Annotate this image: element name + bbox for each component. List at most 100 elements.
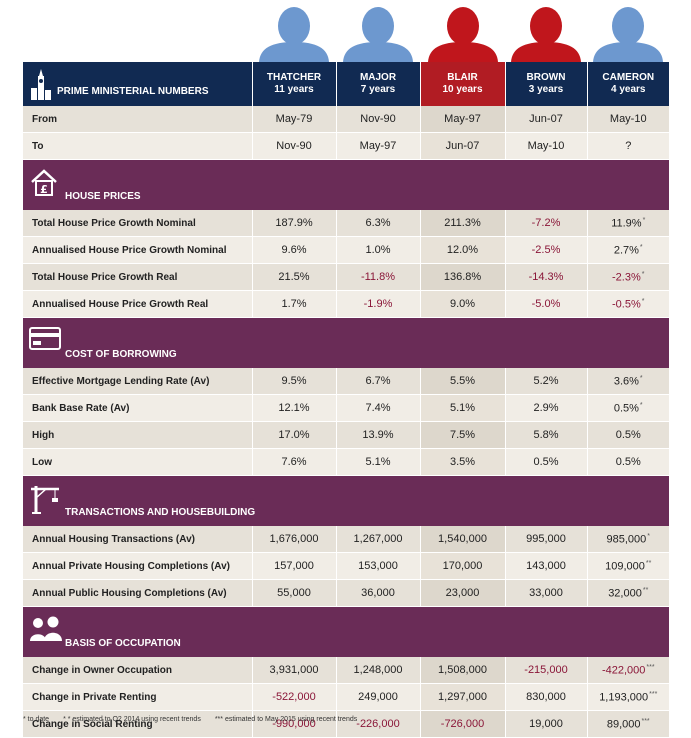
cell-value: 89,000 bbox=[606, 718, 641, 731]
cell-value: 36,000 bbox=[361, 587, 395, 599]
value-cell: 12.1% bbox=[251, 394, 336, 422]
value-cell: 157,000 bbox=[251, 552, 336, 580]
pm-table: PRIME MINISTERIAL NUMBERS THATCHER 11 year… bbox=[23, 62, 669, 738]
credit-card-icon bbox=[29, 326, 61, 355]
cell-value: 0.5% bbox=[533, 456, 559, 468]
cell-value: 249,000 bbox=[358, 691, 398, 703]
value-cell: May-79 bbox=[251, 106, 336, 133]
value-cell: 1,676,000 bbox=[251, 526, 336, 553]
cell-value: 109,000 bbox=[605, 560, 645, 573]
cell-value: 2.9% bbox=[533, 402, 559, 414]
pm-avatars bbox=[0, 0, 691, 62]
avatar-cameron bbox=[593, 7, 663, 62]
value-cell: 5.1% bbox=[335, 448, 420, 476]
footnote-marker: * bbox=[642, 216, 646, 224]
svg-text:£: £ bbox=[40, 183, 48, 196]
value-cell: 6.7% bbox=[335, 368, 420, 395]
value-cell: 136.8% bbox=[419, 263, 505, 291]
cell-value: 3.6% bbox=[613, 375, 639, 388]
value-cell: 11.9%* bbox=[586, 210, 669, 237]
header-title-cell: PRIME MINISTERIAL NUMBERS bbox=[23, 62, 252, 106]
cell-value: 13.9% bbox=[362, 429, 394, 441]
value-cell: 2.7%* bbox=[586, 236, 669, 264]
cell-value: -7.2% bbox=[531, 217, 561, 229]
table-title: PRIME MINISTERIAL NUMBERS bbox=[57, 86, 209, 97]
cell-value: 55,000 bbox=[277, 587, 311, 599]
value-cell: 12.0% bbox=[419, 236, 505, 264]
footnote-marker: ** bbox=[645, 559, 652, 567]
value-cell: Jun-07 bbox=[419, 132, 505, 160]
cell-value: 9.0% bbox=[449, 298, 476, 310]
value-cell: 9.6% bbox=[251, 236, 336, 264]
avatar-brown bbox=[511, 7, 581, 62]
row-label: Annual Private Housing Completions (Av) bbox=[23, 552, 252, 580]
row-label: Total House Price Growth Real bbox=[23, 263, 252, 291]
value-cell: May-10 bbox=[586, 106, 669, 133]
value-cell: -11.8% bbox=[335, 263, 420, 291]
value-cell: -14.3% bbox=[504, 263, 587, 291]
footnote-marker: * bbox=[639, 374, 643, 382]
table-row: Change in Social Renting -990,000 -226,000… bbox=[23, 710, 669, 738]
value-cell: 0.5% bbox=[586, 421, 669, 449]
value-cell: 1,193,000*** bbox=[586, 683, 669, 711]
cell-value: 995,000 bbox=[526, 533, 566, 545]
table-row: Total House Price Growth Real 21.5% -11.8%… bbox=[23, 263, 669, 291]
cell-value: 2.7% bbox=[613, 244, 639, 257]
pm-name: BROWN bbox=[526, 72, 566, 83]
cell-value: 5.2% bbox=[533, 375, 559, 387]
cell-value: 19,000 bbox=[529, 718, 563, 730]
avatar-major bbox=[343, 7, 413, 62]
cell-value: 17.0% bbox=[278, 429, 310, 441]
value-cell: Nov-90 bbox=[251, 132, 336, 160]
cell-value: -1.9% bbox=[363, 298, 393, 310]
value-cell: Nov-90 bbox=[335, 106, 420, 133]
value-cell: 7.5% bbox=[419, 421, 505, 449]
row-label: Change in Social Renting bbox=[23, 710, 252, 738]
value-cell: -1.9% bbox=[335, 290, 420, 318]
pm-header-brown: BROWN 3 years bbox=[504, 62, 587, 106]
value-cell: -522,000 bbox=[251, 683, 336, 711]
section-title: COST OF BORROWING bbox=[65, 349, 177, 360]
section-header: COST OF BORROWING bbox=[23, 317, 669, 368]
cell-value: -226,000 bbox=[356, 718, 400, 730]
table-row: Change in Owner Occupation 3,931,000 1,248… bbox=[23, 657, 669, 684]
section-title: TRANSACTIONS AND HOUSEBUILDING bbox=[65, 507, 256, 518]
cell-value: -11.8% bbox=[360, 271, 396, 283]
cell-value: -14.3% bbox=[528, 271, 564, 283]
table-row: Low 7.6% 5.1% 3.5% 0.5% 0.5% bbox=[23, 448, 669, 476]
cell-value: 157,000 bbox=[274, 560, 314, 572]
cell-value: 11.9% bbox=[611, 217, 642, 230]
value-cell: 1.7% bbox=[251, 290, 336, 318]
value-cell: 109,000** bbox=[586, 552, 669, 580]
pm-header-blair: BLAIR 10 years bbox=[419, 62, 505, 106]
people-icon bbox=[29, 615, 63, 646]
house-pound-icon: £ bbox=[29, 168, 59, 201]
cell-value: -726,000 bbox=[440, 718, 485, 730]
cell-value: 143,000 bbox=[526, 560, 566, 572]
cell-value: -422,000 bbox=[601, 664, 646, 677]
cell-value: May-97 bbox=[359, 140, 397, 152]
pm-name: CAMERON bbox=[602, 72, 655, 83]
cell-value: 23,000 bbox=[445, 587, 480, 599]
value-cell: 249,000 bbox=[335, 683, 420, 711]
cell-value: 136.8% bbox=[443, 271, 482, 283]
cell-value: 1,193,000 bbox=[599, 691, 649, 704]
value-cell: -215,000 bbox=[504, 657, 587, 684]
cell-value: May-79 bbox=[275, 113, 313, 125]
footnote-marker: *** bbox=[641, 717, 650, 725]
cell-value: -5.0% bbox=[531, 298, 561, 310]
footnote-marker: * bbox=[647, 532, 650, 540]
row-label: Change in Private Renting bbox=[23, 683, 252, 711]
value-cell: 9.5% bbox=[251, 368, 336, 395]
pm-years: 10 years bbox=[442, 84, 483, 95]
value-cell: -2.3%* bbox=[586, 263, 669, 291]
cell-value: 6.7% bbox=[365, 375, 391, 387]
cell-value: 7.6% bbox=[281, 456, 307, 468]
cell-value: 1,676,000 bbox=[269, 533, 319, 545]
cell-value: Jun-07 bbox=[529, 113, 563, 125]
pm-header-thatcher: THATCHER 11 years bbox=[251, 62, 336, 106]
table-row: To Nov-90 May-97 Jun-07 May-10? bbox=[23, 132, 669, 160]
value-cell: 2.9% bbox=[504, 394, 587, 422]
cell-value: 21.5% bbox=[278, 271, 310, 283]
cell-value: 211.3% bbox=[444, 217, 481, 229]
